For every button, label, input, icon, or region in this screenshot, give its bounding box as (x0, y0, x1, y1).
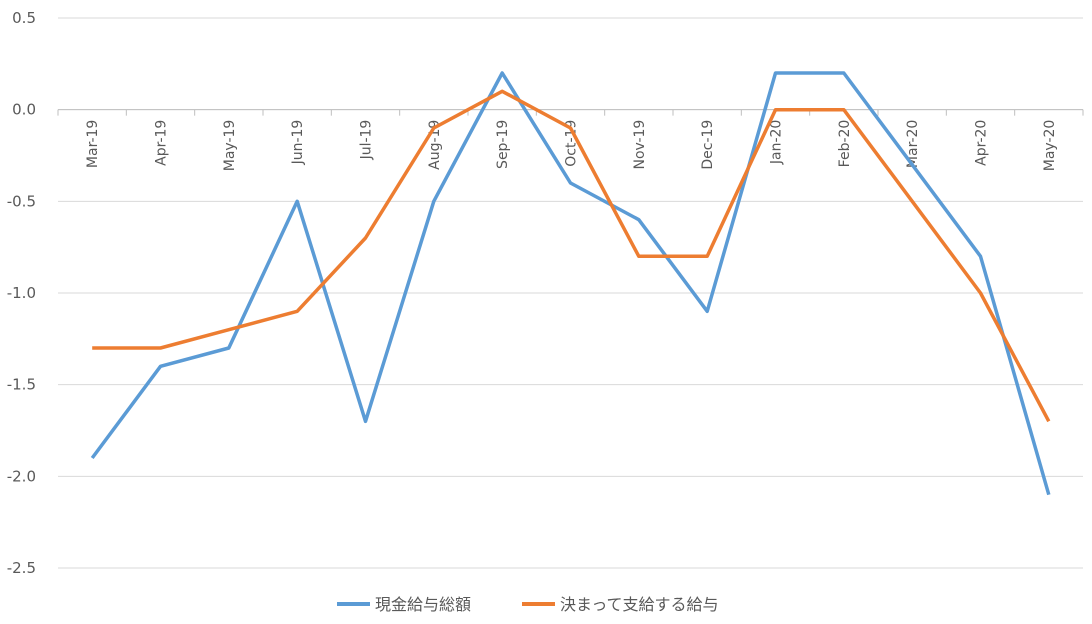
gridlines (58, 17, 1083, 569)
y-tick-label: -2.0 (7, 467, 36, 485)
legend-label: 決まって支給する給与 (560, 595, 719, 614)
series-line-2 (92, 89, 1051, 423)
x-tick-label: Dec-19 (700, 120, 716, 170)
x-tick-label: Jun-19 (290, 120, 306, 166)
x-tick-label: Nov-19 (632, 120, 648, 170)
y-axis: 0.5 0.0 -0.5 -1.0 -1.5 -2.0 -2.5 (7, 9, 36, 577)
series-line-1 (90, 71, 1051, 496)
y-tick-label: 0.0 (12, 101, 36, 119)
y-tick-label: -2.5 (7, 559, 36, 577)
x-tick-label: Feb-20 (837, 120, 853, 168)
x-tick-label: Jul-19 (359, 120, 375, 161)
y-tick-label: 0.5 (12, 9, 36, 27)
x-tick-label: Oct-19 (564, 120, 580, 167)
series-lines (90, 71, 1051, 496)
y-tick-label: -1.5 (7, 376, 36, 394)
y-tick-label: -0.5 (7, 192, 36, 210)
x-axis: Mar-19 Apr-19 May-19 Jun-19 Jul-19 Aug-19 Sep-… (57, 109, 1084, 172)
x-tick-label: Mar-20 (905, 120, 921, 168)
x-tick-label: Sep-19 (495, 120, 511, 169)
x-tick-label: Jan-20 (769, 120, 785, 165)
x-tick-label: Apr-19 (154, 120, 170, 166)
legend-label: 現金給与総額 (375, 595, 471, 614)
x-tick-label: May-19 (222, 120, 238, 172)
y-tick-label: -1.0 (7, 284, 36, 302)
x-tick-label: Apr-20 (974, 120, 990, 166)
legend: 現金給与総額 決まって支給する給与 (337, 595, 719, 614)
x-tick-label: May-20 (1042, 120, 1058, 172)
x-tick-label: Mar-19 (85, 120, 101, 168)
